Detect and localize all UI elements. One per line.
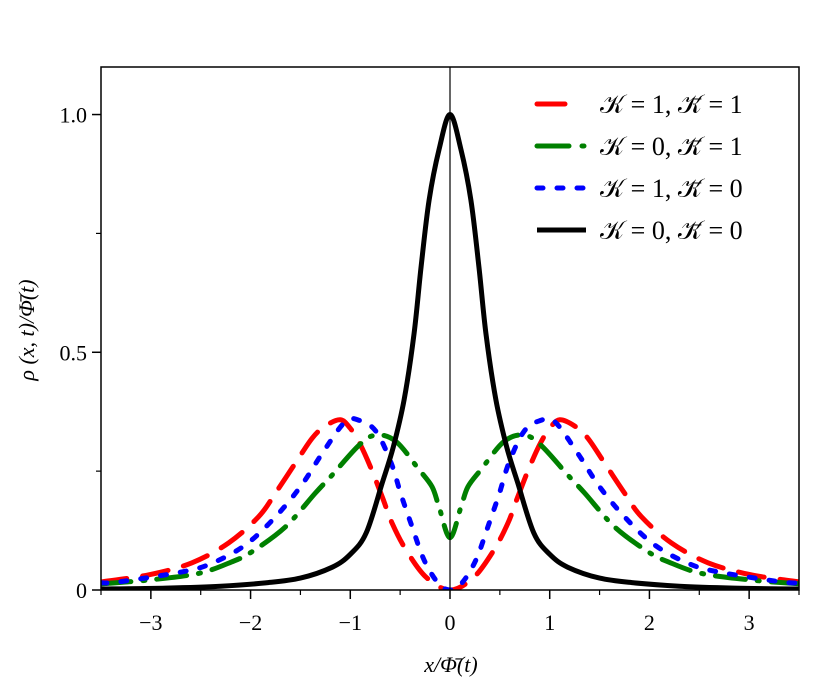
- legend-item-3: 𝒦 = 0, 𝒦̄ = 0: [537, 216, 743, 245]
- legend-label: 𝒦 = 1, 𝒦̄ = 1: [600, 90, 743, 119]
- ticks-layer: −3 −2 −1 0 1 2 3 0 0.5 1.0: [60, 103, 800, 635]
- y-tick-label: 1.0: [60, 103, 88, 128]
- x-axis-label: x/Φ̄(t): [423, 652, 477, 677]
- legend-item-2: 𝒦 = 1, 𝒦̄ = 0: [534, 174, 743, 203]
- y-axis-label: ρ (x, t)/Φ̄(t): [14, 279, 39, 381]
- y-tick-label: 0: [76, 578, 87, 603]
- x-tick-label: 3: [744, 610, 755, 635]
- x-tick-label: −1: [339, 610, 362, 635]
- legend-label: 𝒦 = 0, 𝒦̄ = 1: [600, 132, 743, 161]
- x-tick-label: −2: [239, 610, 262, 635]
- legend-item-1: 𝒦 = 0, 𝒦̄ = 1: [534, 132, 743, 161]
- x-tick-label: −3: [139, 610, 162, 635]
- x-tick-label: 0: [445, 610, 456, 635]
- legend-label: 𝒦 = 1, 𝒦̄ = 0: [600, 174, 743, 203]
- series-line-0: [101, 417, 799, 590]
- legend-item-0: 𝒦 = 1, 𝒦̄ = 1: [534, 90, 743, 119]
- x-tick-label: 2: [644, 610, 655, 635]
- legend-label: 𝒦 = 0, 𝒦̄ = 0: [600, 216, 743, 245]
- series-line-2: [101, 416, 799, 590]
- x-tick-label: 1: [544, 610, 555, 635]
- y-tick-label: 0.5: [60, 340, 88, 365]
- legend: 𝒦 = 1, 𝒦̄ = 1 𝒦 = 0, 𝒦̄ = 1 𝒦 = 1, 𝒦̄ = 0 𝒦…: [534, 90, 743, 245]
